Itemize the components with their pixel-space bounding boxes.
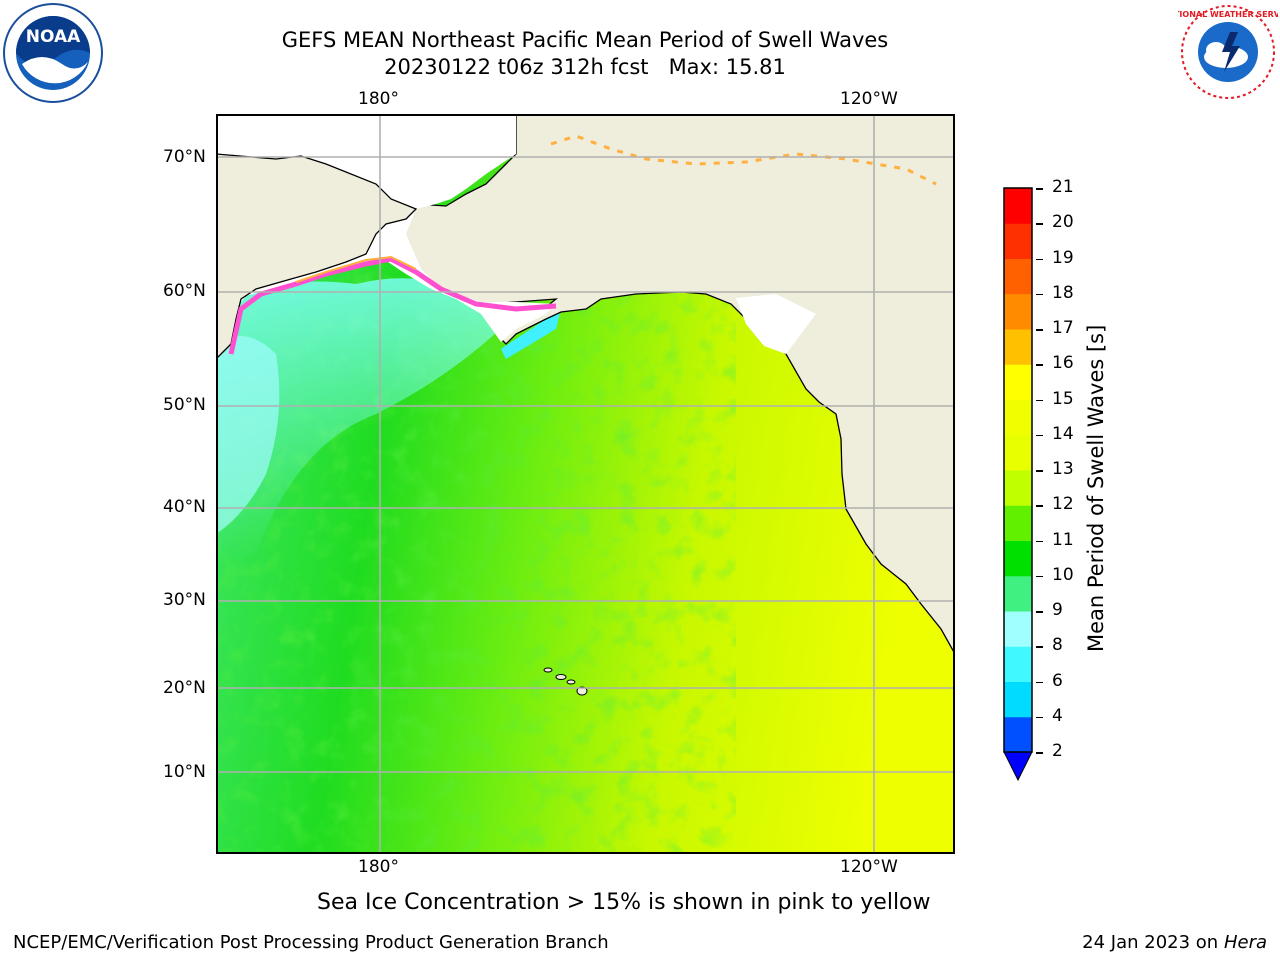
- colorbar-segment: [1004, 716, 1032, 753]
- colorbar: [1000, 186, 1036, 786]
- map-panel: [215, 113, 956, 854]
- colorbar-segment: [1004, 223, 1032, 259]
- nws-logo: NATIONAL WEATHER SERVICE: [1162, 2, 1280, 102]
- colorbar-tick-mark: [1036, 716, 1043, 719]
- colorbar-tick-label: 10: [1052, 564, 1074, 585]
- lat-label-60n: 60°N: [163, 281, 206, 301]
- colorbar-frame: [1003, 187, 1033, 753]
- nws-logo-text: NATIONAL WEATHER SERVICE: [1178, 10, 1278, 19]
- colorbar-tick-label: 21: [1052, 177, 1074, 197]
- colorbar-tick-mark: [1036, 575, 1043, 578]
- colorbar-tick-label: 4: [1052, 705, 1063, 726]
- colorbar-tick-label: 20: [1052, 212, 1074, 233]
- short-period-core: [216, 336, 280, 534]
- short-period-region: [216, 278, 516, 564]
- no-data-region-bc: [736, 294, 816, 354]
- colorbar-tick-mark: [1036, 293, 1043, 296]
- lat-label-50n: 50°N: [163, 395, 206, 415]
- lat-label-20n: 20°N: [163, 678, 206, 698]
- lat-label-70n: 70°N: [163, 147, 206, 167]
- sea-ice-fringe-bering: [228, 256, 557, 355]
- colorbar-segment: [1004, 188, 1032, 224]
- graticule: [216, 114, 955, 854]
- colorbar-tick-label: 13: [1052, 459, 1074, 479]
- map-title: GEFS MEAN Northeast Pacific Mean Period …: [281, 28, 889, 52]
- colorbar-tick-label: 9: [1052, 600, 1063, 620]
- colorbar-tick-mark: [1036, 364, 1043, 366]
- colorbar-tick-mark: [1036, 681, 1043, 683]
- colorbar-label: Mean Period of Swell Waves [s]: [1084, 324, 1108, 652]
- map-subtitle: 20230122 t06z 312h fcst Max: 15.81: [384, 55, 786, 79]
- noaa-logo: NOAA: [2, 2, 104, 104]
- lat-label-10n: 10°N: [163, 762, 206, 782]
- colorbar-tick-label: 16: [1052, 353, 1074, 374]
- colorbar-tick-mark: [1036, 399, 1043, 401]
- colorbar-tick-mark: [1036, 434, 1043, 437]
- colorbar-tick-mark: [1036, 611, 1043, 613]
- hawaii-islands: [543, 667, 588, 696]
- colorbar-tick-mark: [1036, 258, 1043, 260]
- colorbar-segment: [1004, 329, 1032, 365]
- colorbar-segment: [1004, 293, 1032, 330]
- colorbar-segment: [1004, 399, 1032, 436]
- colorbar-tick-label: 2: [1052, 741, 1063, 761]
- colorbar-segment: [1004, 364, 1032, 400]
- map-frame: [216, 114, 955, 854]
- lat-label-40n: 40°N: [163, 497, 206, 517]
- footer-date-text: 24 Jan 2023 on: [1082, 932, 1224, 953]
- sea-ice-caption: Sea Ice Concentration > 15% is shown in …: [317, 890, 931, 915]
- colorbar-tick-label: 8: [1052, 635, 1063, 656]
- lon-label-top-120w: 120°W: [840, 89, 898, 109]
- footer-date: 24 Jan 2023 on Hera: [1082, 932, 1267, 953]
- lat-label-30n: 30°N: [163, 590, 206, 610]
- colorbar-tick-mark: [1036, 540, 1043, 542]
- sea-ice-fringe-arctic: [550, 134, 937, 186]
- colorbar-segment: [1004, 681, 1032, 718]
- colorbar-tick-label: 14: [1052, 423, 1074, 444]
- colorbar-tick-mark: [1036, 329, 1043, 331]
- colorbar-tick-label: 11: [1052, 529, 1074, 550]
- footer-branch: NCEP/EMC/Verification Post Processing Pr…: [13, 932, 609, 953]
- colorbar-tick-mark: [1036, 223, 1043, 225]
- colorbar-segment: [1004, 258, 1032, 295]
- colorbar-tick-label: 17: [1052, 318, 1074, 338]
- colorbar-tick-label: 12: [1052, 494, 1074, 515]
- colorbar-tick-mark: [1036, 188, 1043, 190]
- colorbar-tick-mark: [1036, 470, 1043, 472]
- colorbar-tick-label: 6: [1052, 670, 1063, 691]
- colorbar-tick-mark: [1036, 752, 1043, 754]
- noaa-logo-text: NOAA: [26, 27, 81, 47]
- gulf-alaska-short-period: [501, 309, 561, 359]
- colorbar-tick-label: 19: [1052, 247, 1074, 268]
- lon-label-bottom-180: 180°: [358, 857, 399, 877]
- colorbar-segment: [1004, 540, 1032, 577]
- sea-ice-fringe-bering-inner: [295, 255, 417, 283]
- colorbar-segment: [1004, 611, 1032, 647]
- footer-host: Hera: [1223, 932, 1267, 953]
- colorbar-tick-label: 15: [1052, 388, 1074, 409]
- colorbar-segment: [1004, 646, 1032, 682]
- colorbar-segment: [1004, 470, 1032, 506]
- lon-label-bottom-120w: 120°W: [840, 857, 898, 877]
- colorbar-tick-mark: [1036, 646, 1043, 648]
- colorbar-extend-min: [1003, 751, 1033, 782]
- colorbar-segment: [1004, 575, 1032, 612]
- colorbar-segment: [1004, 434, 1032, 471]
- colorbar-tick-mark: [1036, 505, 1043, 507]
- colorbar-segment: [1004, 505, 1032, 541]
- lon-label-top-180: 180°: [358, 89, 399, 109]
- colorbar-tick-label: 18: [1052, 282, 1074, 303]
